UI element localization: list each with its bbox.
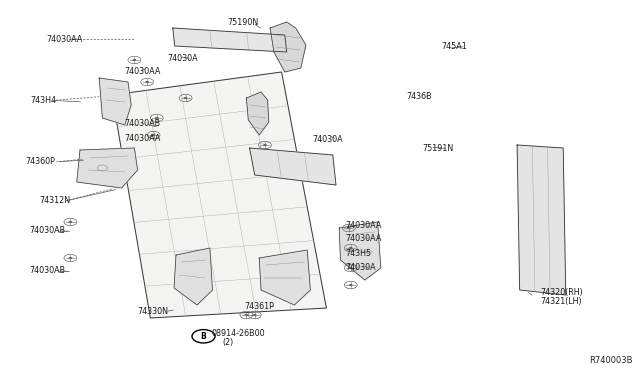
- Circle shape: [349, 284, 353, 286]
- Circle shape: [68, 221, 72, 223]
- Text: R740003B: R740003B: [589, 356, 632, 365]
- Polygon shape: [250, 148, 336, 185]
- Polygon shape: [112, 72, 326, 318]
- Text: 08914-26B00: 08914-26B00: [211, 329, 265, 338]
- Polygon shape: [173, 28, 287, 52]
- Text: (2): (2): [223, 338, 234, 347]
- Polygon shape: [517, 145, 566, 295]
- Polygon shape: [246, 92, 269, 135]
- Text: 74030AA: 74030AA: [125, 67, 161, 76]
- Text: 74030A: 74030A: [346, 263, 376, 272]
- Text: 74320(RH): 74320(RH): [541, 288, 584, 296]
- Circle shape: [253, 314, 257, 316]
- Text: 75190N: 75190N: [227, 18, 259, 27]
- Text: 74030AA: 74030AA: [125, 134, 161, 143]
- Text: 74030AB: 74030AB: [29, 226, 65, 235]
- Polygon shape: [99, 78, 131, 125]
- Text: 74030AA: 74030AA: [46, 35, 83, 44]
- Polygon shape: [259, 250, 310, 305]
- Circle shape: [347, 227, 351, 229]
- Circle shape: [145, 81, 149, 83]
- Text: 743H5: 743H5: [346, 249, 372, 258]
- Circle shape: [244, 314, 248, 316]
- Circle shape: [152, 134, 156, 136]
- Text: 74030AB: 74030AB: [125, 119, 161, 128]
- Circle shape: [155, 117, 159, 119]
- Circle shape: [349, 247, 353, 249]
- Text: 74312N: 74312N: [40, 196, 71, 205]
- Text: 74321(LH): 74321(LH): [541, 297, 582, 306]
- Text: 7436B: 7436B: [406, 92, 432, 101]
- Text: 74360P: 74360P: [26, 157, 56, 166]
- Circle shape: [132, 59, 136, 61]
- Polygon shape: [77, 148, 138, 188]
- Circle shape: [184, 97, 188, 99]
- Text: 74361P: 74361P: [244, 302, 275, 311]
- Polygon shape: [339, 222, 381, 280]
- Circle shape: [68, 257, 72, 259]
- Text: 74030AA: 74030AA: [346, 221, 382, 230]
- Text: 74030A: 74030A: [312, 135, 343, 144]
- Circle shape: [263, 144, 267, 146]
- Text: 743H4: 743H4: [31, 96, 57, 105]
- Text: B: B: [201, 332, 206, 341]
- Polygon shape: [270, 22, 306, 72]
- Text: 74030AB: 74030AB: [29, 266, 65, 275]
- Text: 75191N: 75191N: [422, 144, 454, 153]
- Text: 74330N: 74330N: [138, 307, 168, 316]
- Circle shape: [349, 267, 353, 269]
- Text: 74030A: 74030A: [168, 54, 198, 63]
- Text: 745A1: 745A1: [442, 42, 467, 51]
- Text: 74030AA: 74030AA: [346, 234, 382, 243]
- Polygon shape: [174, 248, 212, 305]
